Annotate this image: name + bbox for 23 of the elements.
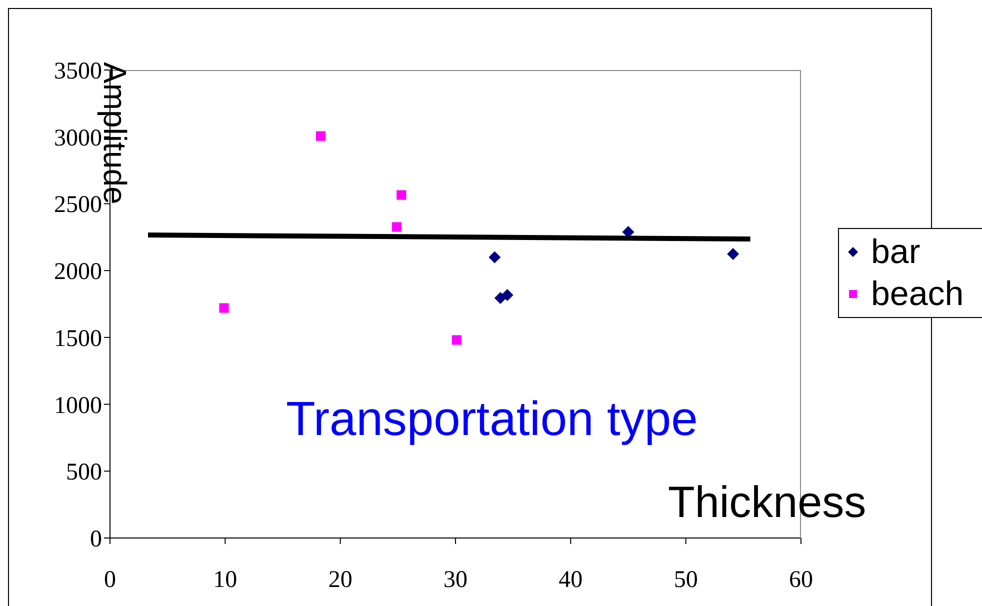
x-axis-title: Thickness	[668, 478, 866, 528]
point	[396, 190, 406, 200]
point	[392, 222, 402, 232]
point	[219, 303, 229, 313]
point	[727, 248, 740, 260]
y-tick-label: 0	[90, 526, 102, 553]
annotation: Transportation type	[286, 392, 698, 447]
x-tick-label: 30	[444, 567, 468, 594]
point	[452, 335, 462, 345]
y-tick-label: 500	[66, 460, 102, 486]
x-tick-label: 20	[328, 567, 352, 594]
legend-label: bar	[871, 232, 920, 273]
y-tick-label: 1500	[54, 326, 102, 352]
legend-label: beach	[871, 274, 964, 315]
x-tick-label: 40	[558, 567, 583, 594]
y-tick-label: 2000	[54, 259, 102, 286]
y-tick-label: 1000	[54, 392, 102, 419]
point	[316, 131, 326, 141]
point	[488, 251, 501, 264]
x-tick-label: 60	[789, 567, 813, 594]
x-tick-label: 10	[213, 567, 238, 594]
x-tick-label: 50	[674, 567, 698, 594]
point	[501, 289, 514, 302]
